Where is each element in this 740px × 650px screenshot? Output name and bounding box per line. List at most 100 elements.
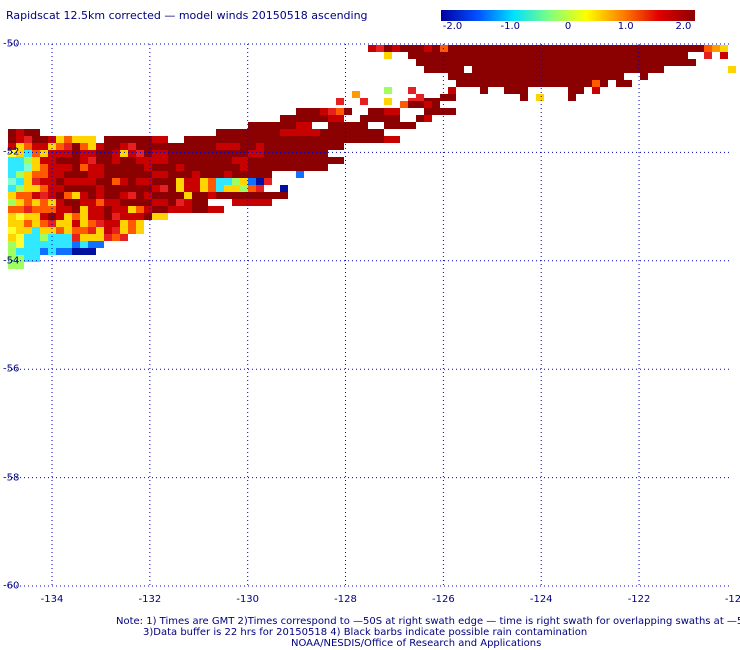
wind-cell: [112, 171, 120, 178]
wind-cell: [88, 206, 96, 213]
wind-cell: [576, 80, 584, 87]
wind-cell: [672, 59, 680, 66]
wind-cell: [24, 227, 32, 234]
wind-cell: [24, 171, 32, 178]
wind-cell: [80, 150, 88, 157]
wind-cell: [8, 199, 16, 206]
wind-cell: [64, 157, 72, 164]
wind-cell: [272, 143, 280, 150]
wind-cell: [544, 73, 552, 80]
wind-cell: [560, 59, 568, 66]
wind-cell: [664, 59, 672, 66]
wind-cell: [680, 45, 688, 52]
wind-cell: [120, 171, 128, 178]
wind-cell: [40, 192, 48, 199]
wind-cell: [192, 192, 200, 199]
wind-cell: [144, 136, 152, 143]
wind-cell: [32, 136, 40, 143]
wind-cell: [304, 136, 312, 143]
wind-cell: [560, 80, 568, 87]
wind-cell: [704, 45, 712, 52]
wind-cell: [80, 143, 88, 150]
wind-cell: [552, 45, 560, 52]
wind-cell: [488, 66, 496, 73]
wind-cell: [72, 192, 80, 199]
wind-cell: [272, 150, 280, 157]
wind-cell: [288, 115, 296, 122]
wind-cell: [112, 136, 120, 143]
wind-cell: [64, 164, 72, 171]
wind-cell: [464, 59, 472, 66]
wind-cell: [264, 178, 272, 185]
wind-cell: [48, 150, 56, 157]
wind-cell: [16, 171, 24, 178]
wind-cell: [600, 66, 608, 73]
wind-cell: [336, 98, 344, 105]
wind-cell: [96, 185, 104, 192]
wind-cell: [64, 136, 72, 143]
wind-cell: [248, 150, 256, 157]
wind-cell: [640, 45, 648, 52]
longitude-label: -122: [627, 594, 651, 605]
wind-cell: [120, 206, 128, 213]
map-grid: [8, 43, 732, 587]
wind-cell: [24, 220, 32, 227]
wind-cell: [304, 143, 312, 150]
wind-cell: [8, 157, 16, 164]
wind-cell: [128, 164, 136, 171]
wind-cell: [136, 164, 144, 171]
wind-cell: [328, 129, 336, 136]
wind-cell: [112, 178, 120, 185]
wind-cell: [432, 45, 440, 52]
wind-cell: [120, 234, 128, 241]
wind-cell: [24, 234, 32, 241]
wind-cell: [8, 248, 16, 255]
wind-cell: [496, 66, 504, 73]
wind-cell: [8, 178, 16, 185]
wind-cell: [408, 52, 416, 59]
wind-cell: [328, 122, 336, 129]
wind-cell: [376, 115, 384, 122]
wind-cell: [552, 66, 560, 73]
wind-cell: [368, 136, 376, 143]
wind-cell: [8, 164, 16, 171]
wind-cell: [24, 136, 32, 143]
wind-cell: [576, 87, 584, 94]
wind-cell: [576, 45, 584, 52]
wind-cell: [48, 171, 56, 178]
wind-cell: [224, 178, 232, 185]
wind-cell: [184, 171, 192, 178]
wind-cell: [584, 59, 592, 66]
wind-cell: [56, 241, 64, 248]
wind-cell: [64, 185, 72, 192]
wind-cell: [72, 234, 80, 241]
wind-cell: [136, 220, 144, 227]
wind-cell: [568, 66, 576, 73]
wind-cell: [480, 87, 488, 94]
wind-cell: [248, 171, 256, 178]
wind-cell: [584, 66, 592, 73]
wind-cell: [328, 136, 336, 143]
wind-cell: [16, 206, 24, 213]
wind-cell: [128, 185, 136, 192]
wind-cell: [120, 227, 128, 234]
wind-cell: [120, 178, 128, 185]
wind-cell: [472, 52, 480, 59]
wind-cell: [208, 185, 216, 192]
wind-cell: [416, 94, 424, 101]
wind-cell: [176, 206, 184, 213]
wind-cell: [112, 157, 120, 164]
wind-cell: [80, 157, 88, 164]
wind-cell: [336, 108, 344, 115]
wind-cell: [24, 241, 32, 248]
wind-cell: [72, 136, 80, 143]
wind-cell: [472, 59, 480, 66]
wind-cell: [56, 192, 64, 199]
wind-cell: [456, 73, 464, 80]
wind-cell: [648, 59, 656, 66]
wind-cell: [608, 66, 616, 73]
wind-cell: [88, 143, 96, 150]
wind-cell: [64, 248, 72, 255]
longitude-label: -126: [432, 594, 455, 605]
wind-cell: [480, 52, 488, 59]
